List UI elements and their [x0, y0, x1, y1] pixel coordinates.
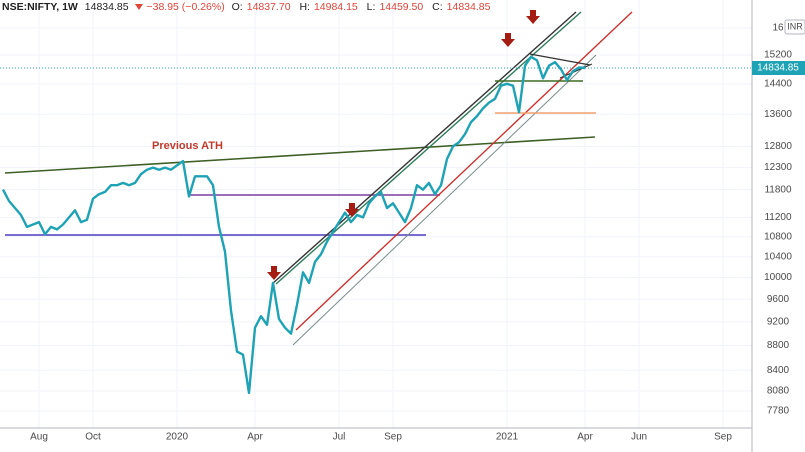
trend-line	[4, 136, 596, 174]
y-tick-label: 14400	[764, 78, 792, 89]
x-tick-label: Sep	[384, 432, 402, 443]
y-tick-label: 7780	[767, 406, 790, 417]
y-tick-label: 12300	[764, 162, 792, 173]
ohlc-label: O:	[231, 1, 243, 13]
y-tick-label: 11800	[764, 184, 792, 195]
axis-labels: 7780 8080 8400 8800 9200 9600 10000 10400 10800 1…	[30, 22, 805, 443]
symbol: NSE:NIFTY, 1W	[2, 1, 78, 13]
legend-header: NSE:NIFTY, 1W 14834.85 −38.95 (−0.26%) O…	[2, 0, 496, 15]
channel-line	[292, 54, 597, 346]
y-tick-label: 8400	[767, 365, 790, 376]
y-tick-label: 10800	[764, 231, 792, 242]
price-change: −38.95 (−0.26%)	[146, 1, 225, 13]
y-tick-label: 12800	[764, 141, 792, 152]
x-tick-label: Jul	[333, 432, 346, 443]
down-icon	[135, 4, 144, 11]
price-line	[1, 55, 586, 395]
x-tick-label: Aug	[30, 432, 48, 443]
y-tick-label: 9200	[767, 317, 790, 328]
annotation: Previous ATH	[152, 140, 223, 152]
y-tick-label: 15200	[764, 50, 792, 61]
y-tick-label: 10000	[764, 272, 792, 283]
last-price-label: 14834.85	[757, 63, 799, 74]
arrows	[267, 10, 540, 280]
x-tick-label: Apr	[247, 432, 263, 443]
y-tick-label: 8080	[767, 386, 790, 397]
x-tick-label: Apr	[577, 432, 593, 443]
last-price: 14834.85	[84, 1, 129, 13]
series-layer	[0, 55, 752, 395]
arrow	[267, 266, 281, 280]
ohlc-label: L:	[366, 1, 376, 13]
x-tick-label: Sep	[714, 432, 732, 443]
currency: INR	[787, 21, 803, 31]
channel-line	[271, 11, 577, 285]
last-price-badge	[752, 61, 805, 76]
ohlc-label: H:	[299, 1, 310, 13]
arrow	[501, 33, 515, 47]
channel-line	[275, 11, 582, 285]
ohlc-value: 14984.15	[313, 1, 358, 13]
grid-layer	[0, 0, 752, 428]
x-tick-label: Oct	[85, 432, 101, 443]
ohlc-value: 14834.85	[446, 1, 491, 13]
ohlc-value: 14837.70	[246, 1, 291, 13]
y-tick-label: 9600	[767, 294, 790, 305]
channel-line	[295, 11, 633, 331]
ohlc-value: 14459.50	[379, 1, 424, 13]
y-tick-label: 16	[772, 22, 784, 33]
arrow	[526, 10, 540, 24]
x-tick-label: 2020	[166, 432, 189, 443]
y-tick-label: 8800	[767, 340, 790, 351]
y-tick-label: 10400	[764, 251, 792, 262]
y-tick-label: 13600	[764, 109, 792, 120]
arrow	[345, 203, 359, 217]
drawings: Previous ATH	[4, 10, 633, 346]
x-tick-label: Jun	[631, 432, 647, 443]
wedge-line	[529, 53, 591, 66]
currency-badge	[784, 19, 805, 35]
x-tick-label: 2021	[496, 432, 519, 443]
y-tick-label: 11200	[764, 212, 792, 223]
ohlc-label: C:	[432, 1, 443, 13]
